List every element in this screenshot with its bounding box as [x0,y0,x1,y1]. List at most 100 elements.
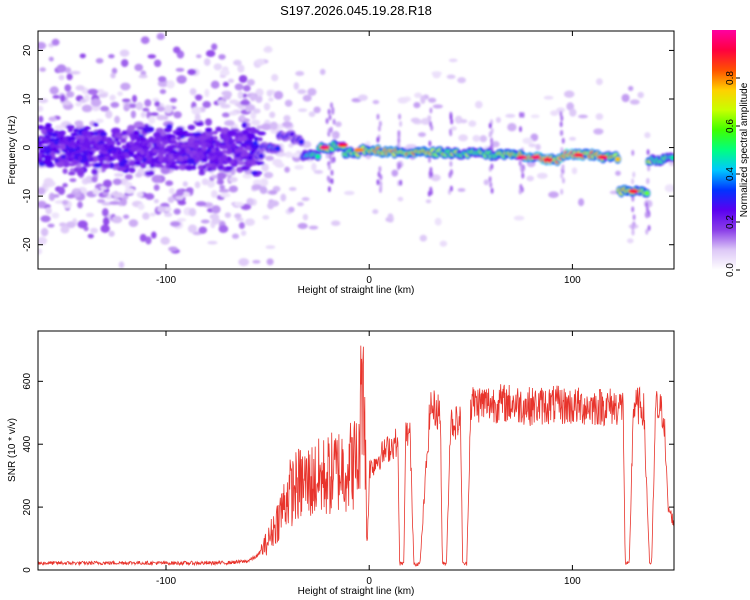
spectrogram-cell [101,162,111,169]
spectrogram-cell [150,157,157,164]
spectrogram-cell [128,219,139,227]
spectrogram-cell [281,121,293,128]
spectrogram-cell [112,178,122,186]
spectrogram-cell [265,245,276,249]
spectrogram-cell [117,162,126,167]
spectrogram-cell [124,187,136,195]
y-tick-label: 400 [22,435,33,452]
spectrogram-cell [157,206,166,213]
spectrogram-frame [37,30,675,270]
spectrogram-cell [204,88,210,98]
snr-frame [37,330,675,571]
spectrogram-cell [431,71,443,76]
spectrogram-cell [180,149,187,155]
spectrogram-cell [164,147,174,152]
spectrogram-cell [227,78,235,83]
spectrogram-cell [257,131,266,136]
spectrogram-cell [50,132,58,138]
spectrogram-cell [73,142,79,148]
spectrogram-cell [112,154,118,159]
spectrogram-cell [211,205,221,214]
spectrogram-cell [425,199,432,204]
spectrogram-cell [332,133,336,140]
spectrogram-cell [488,176,492,183]
spectrogram-cell [207,179,216,188]
spectrogram-cell [377,171,381,178]
spectrogram-cell [66,152,72,157]
spectrogram-cell [220,192,231,198]
spectrogram-cell [227,148,233,153]
spectrogram-cell [330,178,334,185]
spectrogram-cell [483,179,489,186]
spectrogram-cell [255,94,263,104]
spectrogram-cell [376,113,380,120]
spectrogram-cell [273,90,284,100]
spectrogram-cell [159,89,167,95]
spectrogram-cell [234,83,244,91]
spectrogram-cell [528,143,537,148]
spectrogram-cell [134,146,140,151]
spectrogram-cell [152,148,158,154]
colorbar-tick-label: 0.0 [725,263,736,277]
spectrogram-cell [189,143,195,148]
spectrogram-cell [38,98,49,104]
spectrogram-cell [109,201,121,205]
spectrogram-cell [64,67,72,74]
spectrogram-cell [446,74,456,80]
spectrogram-cell [60,94,66,102]
spectrogram-cell [48,56,54,62]
spectrogram-cell [261,163,269,172]
spectrogram-cell [250,170,259,176]
spectrogram-cell [77,220,88,229]
spectrogram-cell [54,125,65,130]
spectrogram-cell [238,74,248,83]
spectrogram-cell [563,90,575,98]
x-tick-label: 0 [366,576,372,587]
spectrogram-cell [495,116,501,124]
spectrogram-cell [269,111,276,119]
spectrogram-cell [265,155,275,161]
spectrogram-cell [48,116,57,122]
spectrogram-cell [530,155,541,160]
spectrogram-cell [288,143,294,148]
spectrogram-cell [153,184,160,191]
spectrogram-cell [198,136,208,140]
spectrogram-cell [233,59,242,66]
spectrogram-cell [218,179,224,185]
spectrogram-cell [98,93,108,98]
spectrogram-cell [153,198,159,204]
spectrogram-cell [379,187,382,193]
spectrogram-cell [125,154,131,159]
spectrogram-cell [211,165,217,171]
spectrogram-cell [250,111,257,120]
snr-y-ticks: 0 200 400 600 [22,373,674,573]
spectrogram-cell [245,104,256,112]
spectrogram-cell [66,193,75,199]
spectrogram-cell [113,162,120,168]
spectrogram-cell [120,82,131,91]
spectrogram-cell [217,99,226,105]
spectrogram-cell [142,212,150,220]
spectrogram-cell [195,201,207,207]
spectrogram-cell [434,217,442,226]
spectrogram-cell [174,142,180,147]
spectrogram-cell [69,178,77,183]
spectrogram-cell [268,97,274,102]
spectrogram-cell [226,156,232,163]
spectrogram-cell [124,163,130,169]
spectrogram-cell [211,43,218,51]
spectrogram-cell [149,212,156,217]
spectrogram-cell [166,80,175,89]
spectrogram-cell [170,221,181,227]
spectrogram-cell [40,128,47,134]
spectrogram-cell [121,130,128,136]
spectrogram-cell [62,168,68,174]
spectrogram-cell [391,169,399,177]
spectrogram-cell [212,136,218,141]
spectrogram-cell [61,100,72,106]
spectrogram-cell [181,143,187,148]
spectrogram-cell [101,208,109,217]
spectrogram-cell [459,119,468,124]
spectrogram-cell [163,104,173,114]
